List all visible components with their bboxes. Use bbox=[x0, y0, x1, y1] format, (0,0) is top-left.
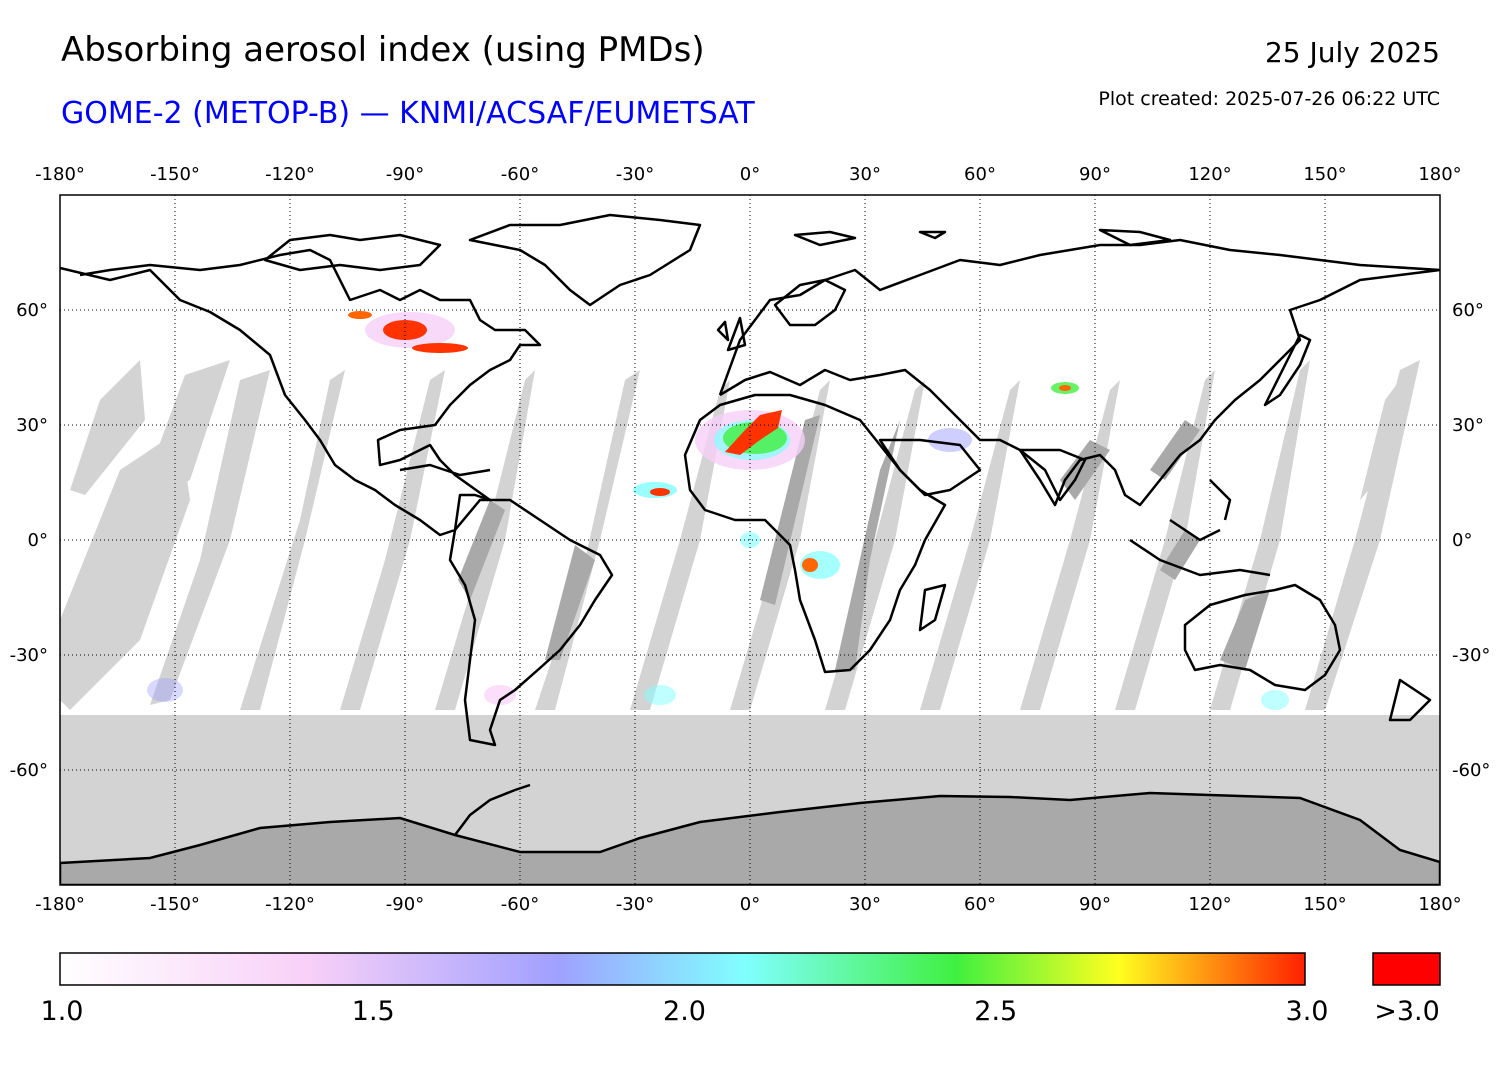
graticule-lines bbox=[60, 195, 1440, 885]
arctic-islands-coast bbox=[263, 228, 1172, 272]
lat-tick-label-right: 30° bbox=[1452, 415, 1484, 436]
lon-tick-label-top: -90° bbox=[386, 164, 424, 185]
map-date: 25 July 2025 bbox=[1264, 36, 1440, 69]
india-coast bbox=[1018, 448, 1087, 502]
arabia-coast bbox=[878, 438, 982, 497]
caribbean-coast bbox=[399, 463, 491, 477]
lat-tick-label-left: -30° bbox=[10, 645, 48, 666]
lon-tick-label-top: 0° bbox=[740, 164, 760, 185]
colorbar-overflow-label: >3.0 bbox=[1374, 996, 1440, 1027]
lon-tick-label-bottom: -150° bbox=[150, 894, 200, 915]
lon-tick-label-bottom: 120° bbox=[1188, 894, 1231, 915]
colorbar-tick-label: 1.0 bbox=[41, 996, 84, 1027]
lat-tick-label-right: 60° bbox=[1452, 300, 1484, 321]
map-tick-labels: -180° -180° -150° -150° -120° -120° -90° -90° -6… bbox=[10, 164, 1491, 915]
new-zealand-coast bbox=[1388, 678, 1432, 722]
coastlines bbox=[60, 213, 1440, 747]
lon-tick-label-bottom: -60° bbox=[501, 894, 539, 915]
lon-tick-label-bottom: -180° bbox=[35, 894, 85, 915]
lon-tick-label-top: -30° bbox=[616, 164, 654, 185]
colorbar-tick-label: 2.0 bbox=[663, 996, 706, 1027]
map-title: Absorbing aerosol index (using PMDs) bbox=[61, 30, 705, 70]
japan-coast bbox=[1263, 333, 1312, 407]
lon-tick-label-top: -120° bbox=[265, 164, 315, 185]
lat-tick-label-left: 30° bbox=[16, 415, 48, 436]
lon-tick-label-top: 30° bbox=[849, 164, 881, 185]
map-subtitle: GOME-2 (METOP-B) — KNMI/ACSAF/EUMETSAT bbox=[61, 96, 755, 131]
plot-created-timestamp: Plot created: 2025-07-26 06:22 UTC bbox=[1098, 88, 1440, 110]
map-frame bbox=[59, 194, 1441, 886]
lon-tick-label-top: -150° bbox=[150, 164, 200, 185]
colorbar-scale bbox=[59, 952, 1306, 986]
lon-tick-label-bottom: 30° bbox=[849, 894, 881, 915]
lon-tick-label-bottom: 0° bbox=[740, 894, 760, 915]
lon-tick-label-top: 150° bbox=[1303, 164, 1346, 185]
lon-tick-label-top: 120° bbox=[1188, 164, 1231, 185]
british-isles-coast bbox=[716, 316, 747, 352]
lon-tick-label-top: 90° bbox=[1079, 164, 1111, 185]
lat-tick-label-left: 60° bbox=[16, 300, 48, 321]
lon-tick-label-bottom: -30° bbox=[616, 894, 654, 915]
madagascar-coast bbox=[918, 583, 947, 632]
lon-tick-label-top: -60° bbox=[501, 164, 539, 185]
scandinavia-coast bbox=[773, 278, 847, 327]
lon-tick-label-bottom: 150° bbox=[1303, 894, 1346, 915]
lon-tick-label-top: -180° bbox=[35, 164, 85, 185]
north-america-coast bbox=[60, 248, 542, 537]
lat-tick-label-right: -30° bbox=[1452, 645, 1490, 666]
colorbar-overflow-swatch bbox=[1372, 952, 1441, 986]
africa-coast bbox=[683, 393, 947, 674]
lon-tick-label-top: 60° bbox=[964, 164, 996, 185]
map-area bbox=[59, 194, 1441, 886]
lon-tick-label-bottom: 60° bbox=[964, 894, 996, 915]
lon-tick-label-bottom: 180° bbox=[1418, 894, 1461, 915]
lon-tick-label-bottom: 90° bbox=[1079, 894, 1111, 915]
europe-asia-coast bbox=[718, 238, 1440, 507]
lon-tick-label-top: 180° bbox=[1418, 164, 1461, 185]
lon-tick-label-bottom: -120° bbox=[265, 894, 315, 915]
colorbar: >3.0 1.0 1.5 2.0 2.5 3.0 bbox=[41, 952, 1441, 1027]
antarctic-peninsula bbox=[454, 783, 531, 836]
south-america-coast bbox=[448, 498, 614, 747]
orbit-gap-over-land bbox=[458, 415, 1270, 670]
greenland-coast bbox=[468, 213, 702, 307]
colorbar-tick-label: 1.5 bbox=[352, 996, 395, 1027]
lat-tick-label-right: 0° bbox=[1452, 530, 1472, 551]
colorbar-tick-label: 3.0 bbox=[1286, 996, 1329, 1027]
australia-coast bbox=[1183, 583, 1342, 692]
lat-tick-label-left: -60° bbox=[10, 760, 48, 781]
colorbar-tick-label: 2.5 bbox=[974, 996, 1017, 1027]
lat-tick-label-left: 0° bbox=[28, 530, 48, 551]
lon-tick-label-bottom: -90° bbox=[386, 894, 424, 915]
lat-tick-label-right: -60° bbox=[1452, 760, 1490, 781]
